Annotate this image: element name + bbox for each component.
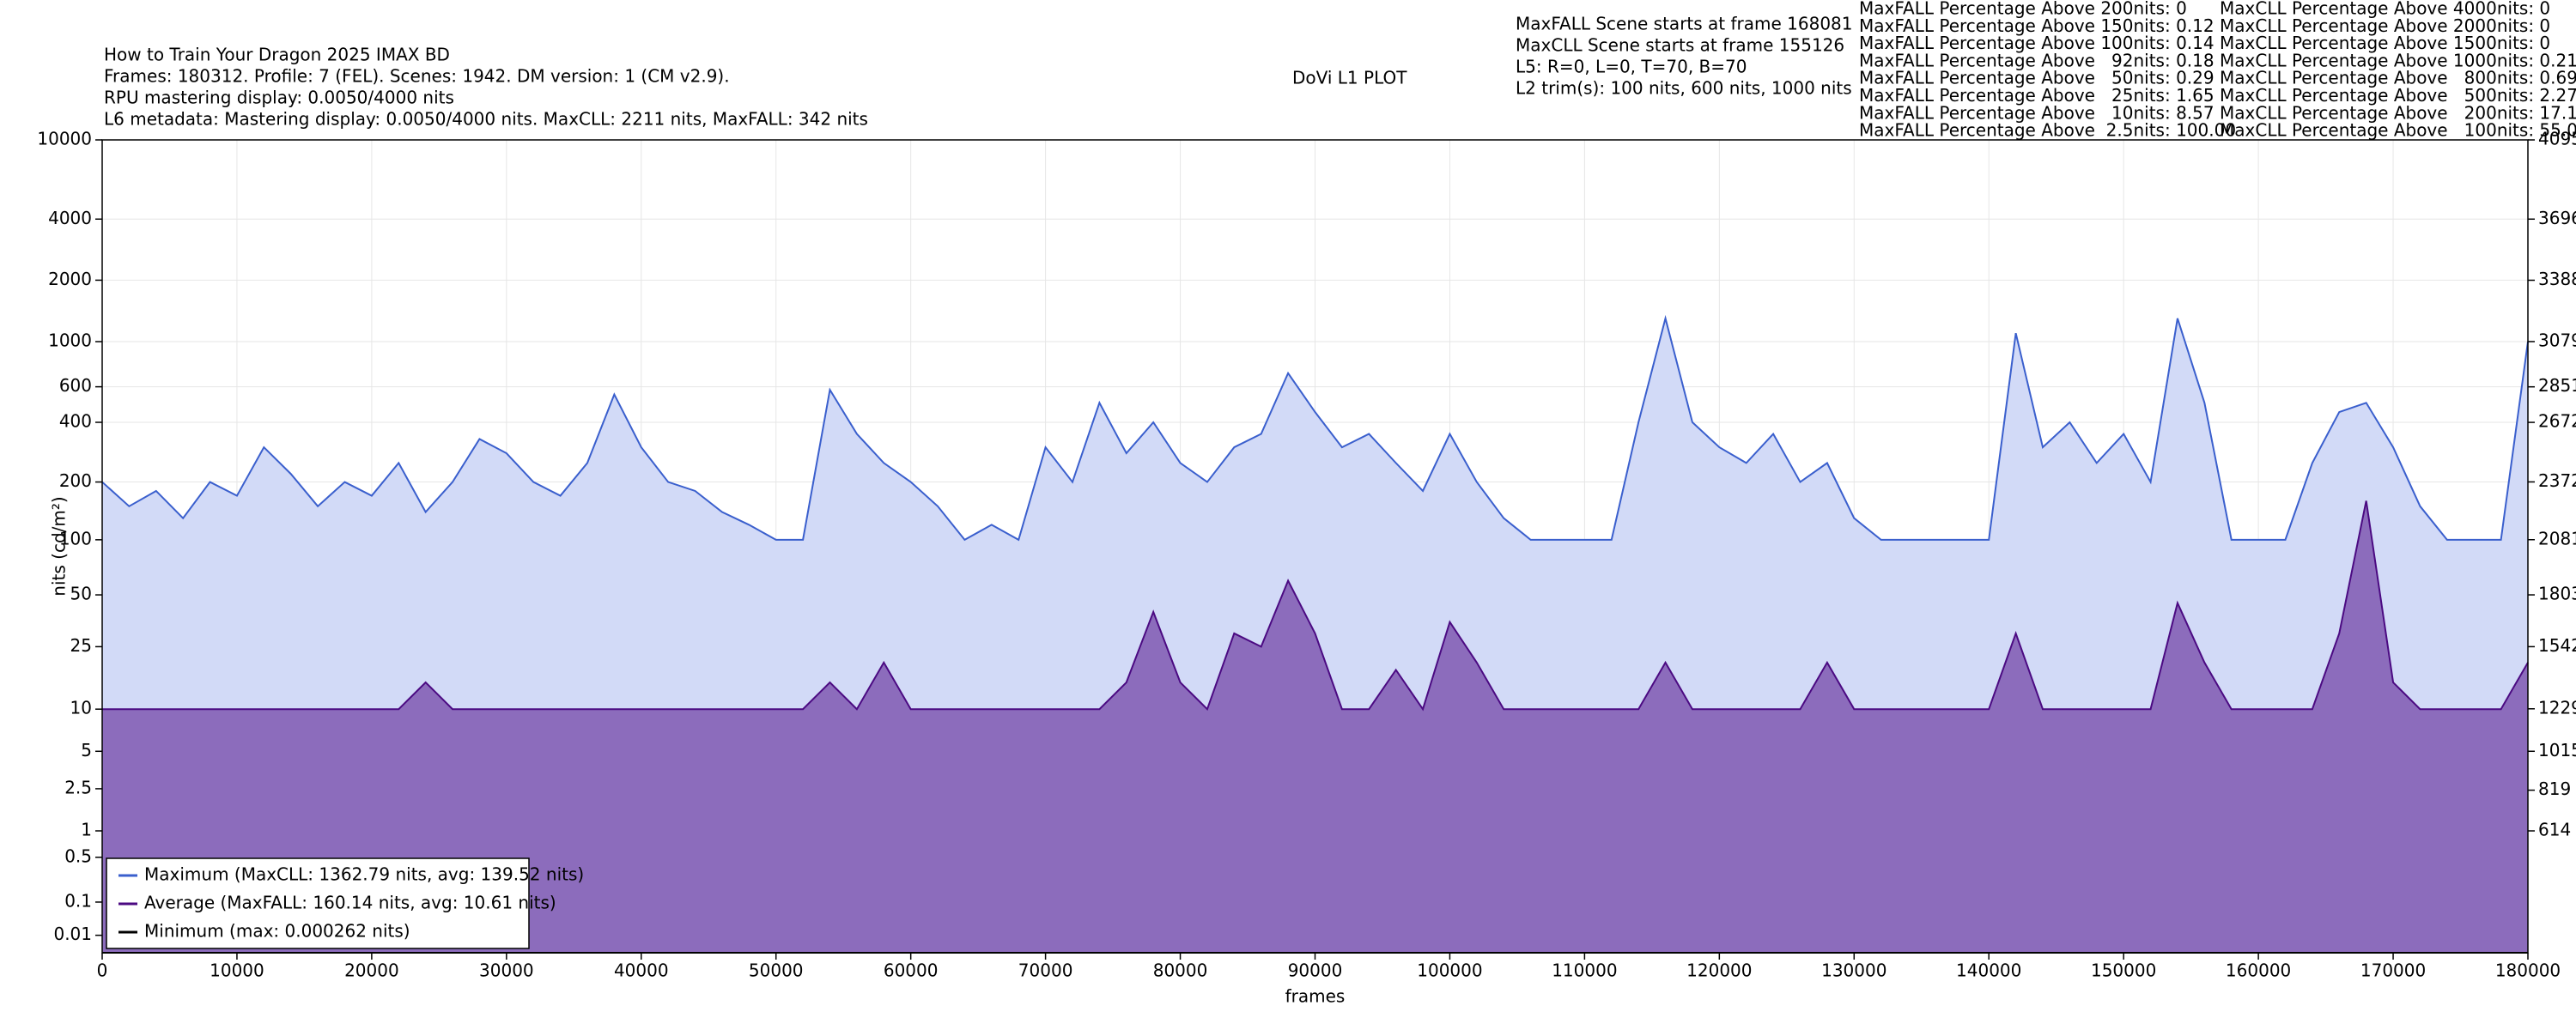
x-tick-label: 40000: [614, 960, 669, 981]
scene-info-line: MaxFALL Scene starts at frame 168081: [1516, 14, 1853, 34]
y2-tick-label: 4095: [2538, 129, 2576, 149]
y-tick-label: 10000: [37, 129, 92, 149]
info-line: How to Train Your Dragon 2025 IMAX BD: [104, 45, 450, 65]
info-line: L6 metadata: Mastering display: 0.0050/4…: [104, 109, 868, 130]
y-tick-label: 0.01: [53, 924, 92, 944]
y-tick-label: 0.1: [64, 890, 92, 911]
y-tick-label: 5: [81, 740, 92, 760]
x-tick-label: 90000: [1288, 960, 1343, 981]
x-tick-label: 100000: [1417, 960, 1482, 981]
x-tick-label: 150000: [2091, 960, 2156, 981]
y-tick-label: 0.5: [64, 845, 92, 866]
maxfall-stat: MaxFALL Percentage Above 200nits: 0: [1859, 0, 2187, 19]
maxfall-stat: MaxFALL Percentage Above 10nits: 8.57: [1859, 102, 2215, 123]
y2-tick-label: 614: [2538, 820, 2571, 840]
x-tick-label: 70000: [1018, 960, 1073, 981]
y-tick-label: 600: [59, 375, 92, 396]
y-tick-label: 50: [70, 584, 92, 604]
x-tick-label: 110000: [1552, 960, 1617, 981]
maxfall-stat: MaxFALL Percentage Above 50nits: 0.29: [1859, 68, 2215, 88]
y-axis-label: nits (cd/m²): [49, 496, 70, 596]
area: [102, 500, 2528, 953]
maxcll-stat: MaxCLL Percentage Above 800nits: 0.69: [2220, 68, 2576, 88]
y-tick-label: 25: [70, 635, 92, 656]
y2-tick-label: 2851: [2538, 375, 2576, 396]
info-line: RPU mastering display: 0.0050/4000 nits: [104, 88, 454, 108]
y-tick-label: 10: [70, 698, 92, 718]
x-tick-label: 20000: [344, 960, 399, 981]
y2-tick-label: 1803: [2538, 584, 2576, 604]
x-tick-label: 30000: [479, 960, 534, 981]
x-tick-label: 0: [97, 960, 108, 981]
x-tick-label: 10000: [210, 960, 264, 981]
scene-info-line: L5: R=0, L=0, T=70, B=70: [1516, 57, 1747, 77]
y2-tick-label: 1542: [2538, 635, 2576, 656]
maxfall-stat: MaxFALL Percentage Above 2.5nits: 100.00: [1859, 120, 2236, 141]
legend-label: Minimum (max: 0.000262 nits): [144, 921, 410, 942]
x-tick-label: 140000: [1956, 960, 2021, 981]
maxfall-stat: MaxFALL Percentage Above 92nits: 0.18: [1859, 50, 2215, 70]
x-tick-label: 60000: [884, 960, 939, 981]
maxcll-stat: MaxCLL Percentage Above 1500nits: 0: [2220, 33, 2550, 53]
info-line: Frames: 180312. Profile: 7 (FEL). Scenes…: [104, 66, 730, 87]
legend-label: Average (MaxFALL: 160.14 nits, avg: 10.6…: [144, 893, 556, 913]
y-tick-label: 400: [59, 411, 92, 432]
y2-tick-label: 1229: [2538, 697, 2576, 718]
x-tick-label: 170000: [2360, 960, 2426, 981]
chart-title: DoVi L1 PLOT: [1292, 68, 1407, 88]
plot-frame: [101, 139, 2529, 954]
legend-label: Maximum (MaxCLL: 1362.79 nits, avg: 139.…: [144, 864, 584, 885]
x-tick-label: 50000: [749, 960, 804, 981]
y2-tick-label: 3696: [2538, 208, 2576, 228]
maxcll-stat: MaxCLL Percentage Above 200nits: 17.18: [2220, 102, 2576, 123]
y-tick-label: 4000: [48, 208, 92, 228]
maxfall-stat: MaxFALL Percentage Above 25nits: 1.65: [1859, 85, 2215, 106]
line: [102, 500, 2529, 712]
legend-box: [106, 857, 530, 949]
y-tick-label: 1000: [48, 330, 92, 351]
x-tick-label: 160000: [2226, 960, 2291, 981]
scene-info-line: MaxCLL Scene starts at frame 155126: [1516, 35, 1844, 56]
y2-tick-label: 1015: [2538, 740, 2576, 760]
y2-tick-label: 3079: [2538, 330, 2576, 350]
x-tick-label: 180000: [2495, 960, 2561, 981]
line: [101, 314, 2529, 542]
maxfall-stat: MaxFALL Percentage Above 100nits: 0.14: [1859, 33, 2215, 53]
maxfall-stat: MaxFALL Percentage Above 150nits: 0.12: [1859, 15, 2215, 36]
x-tick-label: 80000: [1153, 960, 1208, 981]
x-tick-label: 120000: [1686, 960, 1752, 981]
y-tick-label: 2.5: [64, 777, 92, 797]
y2-tick-label: 3388: [2538, 269, 2576, 289]
maxcll-stat: MaxCLL Percentage Above 500nits: 2.27: [2220, 85, 2576, 106]
y-tick-label: 100: [59, 528, 92, 548]
x-axis-label: frames: [1285, 986, 1346, 1007]
y2-tick-label: 819: [2538, 779, 2571, 799]
y-tick-label: 200: [59, 470, 92, 491]
maxcll-stat: MaxCLL Percentage Above 2000nits: 0: [2220, 15, 2550, 36]
maxcll-stat: MaxCLL Percentage Above 100nits: 55.07: [2220, 120, 2576, 141]
scene-info-line: L2 trim(s): 100 nits, 600 nits, 1000 nit…: [1516, 78, 1852, 99]
y-tick-label: 1: [81, 820, 92, 840]
y-tick-label: 2000: [48, 269, 92, 289]
y2-tick-label: 2081: [2538, 528, 2576, 548]
maxcll-stat: MaxCLL Percentage Above 4000nits: 0: [2220, 0, 2550, 19]
maxcll-stat: MaxCLL Percentage Above 1000nits: 0.21: [2220, 50, 2576, 70]
x-tick-label: 130000: [1821, 960, 1886, 981]
